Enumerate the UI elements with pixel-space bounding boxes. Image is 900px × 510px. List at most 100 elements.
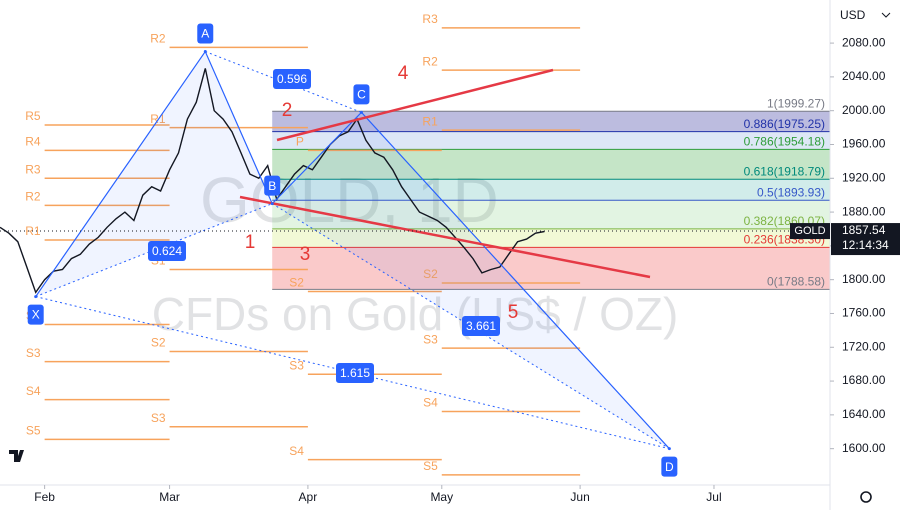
fib-label: 0.618(1918.79) xyxy=(744,164,825,178)
ratio-label: 0.624 xyxy=(152,244,182,258)
fib-label: 0.5(1893.93) xyxy=(757,185,825,199)
x-tick-label: Jul xyxy=(706,490,721,504)
y-tick-label: 2000.00 xyxy=(842,103,886,117)
y-tick-label: 1920.00 xyxy=(842,170,886,184)
logo xyxy=(9,450,24,462)
pattern-point-box xyxy=(197,23,214,44)
x-tick-label: Feb xyxy=(34,490,55,504)
pivot-label: S3 xyxy=(151,411,166,425)
pivot-label: S4 xyxy=(423,396,438,410)
pattern-point-box xyxy=(27,304,44,325)
x-tick-label: May xyxy=(430,490,453,504)
price-tag: 1857.54 xyxy=(842,223,886,237)
pattern-point-label: B xyxy=(268,179,276,193)
pattern-point-label: D xyxy=(665,460,674,474)
y-tick-label: 1760.00 xyxy=(842,306,886,320)
pivot-label: S3 xyxy=(289,358,304,372)
clock-tag: 12:14:34 xyxy=(842,238,889,252)
y-tick-label: 1680.00 xyxy=(842,373,886,387)
y-tick-label: 1880.00 xyxy=(842,204,886,218)
pivot-label: S4 xyxy=(26,384,41,398)
pattern-point-box xyxy=(264,175,281,196)
watermark-description: CFDs on Gold (US$ / OZ) xyxy=(152,288,679,340)
wave-label: 5 xyxy=(508,302,519,323)
pattern-point-label: C xyxy=(357,88,366,102)
plot-area: GOLD, 1D CFDs on Gold (US$ / OZ) R5R4R3R… xyxy=(0,12,830,476)
pattern-point-box xyxy=(353,84,370,105)
currency-dropdown[interactable] xyxy=(881,12,891,18)
pivot-label: S4 xyxy=(289,444,304,458)
ratio-label: 3.661 xyxy=(466,319,496,333)
pattern-point xyxy=(34,295,38,299)
y-tick-label: 1720.00 xyxy=(842,339,886,353)
pattern-point xyxy=(270,202,274,206)
pivot-label: R1 xyxy=(25,224,41,238)
pivot-label: P xyxy=(296,135,304,149)
fib-label: 1(1999.27) xyxy=(767,96,825,110)
y-tick-label: 1640.00 xyxy=(842,407,886,421)
pattern-point xyxy=(667,447,671,451)
pivot-label: R2 xyxy=(150,31,166,45)
gear[interactable] xyxy=(860,491,872,503)
fib-band xyxy=(272,200,830,229)
pivot-label: S2 xyxy=(151,336,166,350)
ratio-label: 1.615 xyxy=(340,366,370,380)
y-tick-label: 1800.00 xyxy=(842,272,886,286)
fib-label: 0.786(1954.18) xyxy=(744,135,825,149)
fib-band xyxy=(272,228,830,248)
pivot-label: S5 xyxy=(423,459,438,473)
fib-label: 0.886(1975.25) xyxy=(744,117,825,131)
wave-label: 2 xyxy=(282,100,293,121)
pivot-label: S2 xyxy=(423,267,438,281)
wave-label: 4 xyxy=(398,63,409,84)
wave-label: 3 xyxy=(300,244,311,265)
pivot-label: S3 xyxy=(423,332,438,346)
fib-band xyxy=(272,111,830,132)
pivot-label: R4 xyxy=(25,135,41,149)
ratio-box xyxy=(273,69,311,89)
pattern-fill xyxy=(35,51,273,297)
fib-band xyxy=(272,149,830,180)
pattern-point xyxy=(203,50,207,54)
pattern-point xyxy=(359,110,363,114)
y-tick-label: 2080.00 xyxy=(842,35,886,49)
price-tag-bg xyxy=(831,223,900,256)
symbol-tag-bg xyxy=(790,223,830,240)
currency[interactable]: USD xyxy=(840,8,866,22)
trend-line xyxy=(239,195,651,279)
pattern-point-box xyxy=(661,456,678,477)
pivot-label: R2 xyxy=(422,54,438,68)
x-tick-label: Apr xyxy=(299,490,318,504)
fib-label: 0(1788.58) xyxy=(767,274,825,288)
symbol-tag: GOLD xyxy=(794,225,825,237)
pattern-ratio-line xyxy=(35,203,273,298)
pivot-label: S3 xyxy=(26,346,41,360)
y-tick-label: 1960.00 xyxy=(842,137,886,151)
pivot-label: S2 xyxy=(289,276,304,290)
ratio-box xyxy=(336,363,374,383)
wave-label: 1 xyxy=(245,232,256,253)
x-tick-label: Jun xyxy=(570,490,589,504)
pivot-label: R1 xyxy=(422,114,438,128)
pivot-label: S5 xyxy=(26,424,41,438)
pivot-label: R3 xyxy=(422,12,438,26)
x-tick-label: Mar xyxy=(159,490,180,504)
pattern-point-label: A xyxy=(201,27,209,41)
ratio-box xyxy=(462,316,500,336)
fib-band xyxy=(272,131,830,150)
trend-lines xyxy=(239,68,651,279)
pivot-label: R5 xyxy=(25,109,41,123)
y-tick-label: 2040.00 xyxy=(842,69,886,83)
y-tick-label: 1600.00 xyxy=(842,441,886,455)
pattern-point-label: X xyxy=(32,308,40,322)
trend-line xyxy=(276,68,554,142)
ratio-box xyxy=(148,241,186,261)
ratio-label: 0.596 xyxy=(277,72,307,86)
fib-band xyxy=(272,179,830,201)
tv-logo xyxy=(4,440,34,470)
settings-icon[interactable] xyxy=(860,491,872,503)
pivot-label: R3 xyxy=(25,162,41,176)
pattern-fill xyxy=(272,112,670,449)
pivot-label: R2 xyxy=(25,189,41,203)
